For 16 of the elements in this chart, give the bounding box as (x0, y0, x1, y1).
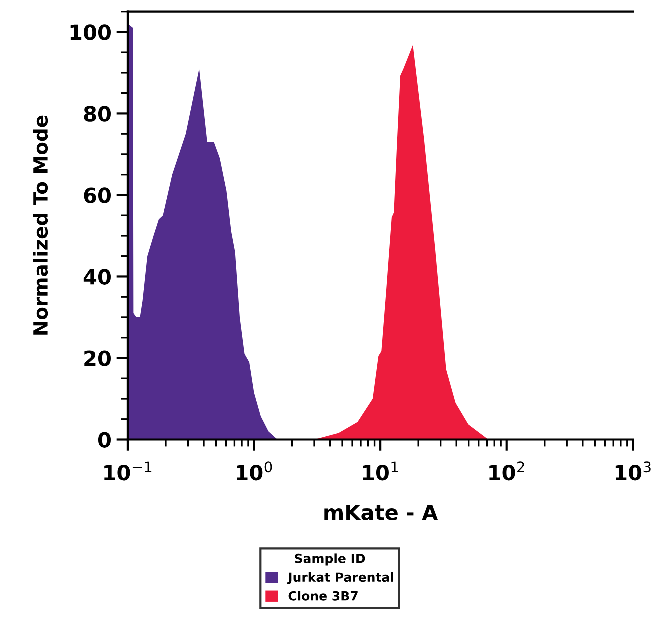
y-tick-label: 80 (84, 106, 111, 122)
y-tick-label: 0 (98, 432, 111, 448)
x-tick-label: 10$^{0}$ (237, 462, 272, 481)
y-tick-label: 20 (84, 350, 111, 366)
y-tick-label: 40 (84, 269, 111, 285)
y-tick-label: 60 (84, 188, 111, 204)
legend-label: Jurkat Parental (287, 572, 394, 584)
x-axis-title: mKate - A (324, 505, 438, 520)
legend-label: Clone 3B7 (288, 591, 358, 601)
legend-title: Sample ID (295, 554, 366, 566)
x-tick-label: 10$^{2}$ (490, 462, 524, 481)
y-tick-label: 100 (70, 24, 111, 40)
x-tick-label: 10$^{−1}$ (104, 462, 152, 481)
y-axis-title: Normalized To Mode (33, 116, 48, 335)
x-tick-label: 10$^{3}$ (616, 462, 651, 481)
x-tick-label: 10$^{1}$ (363, 462, 398, 481)
